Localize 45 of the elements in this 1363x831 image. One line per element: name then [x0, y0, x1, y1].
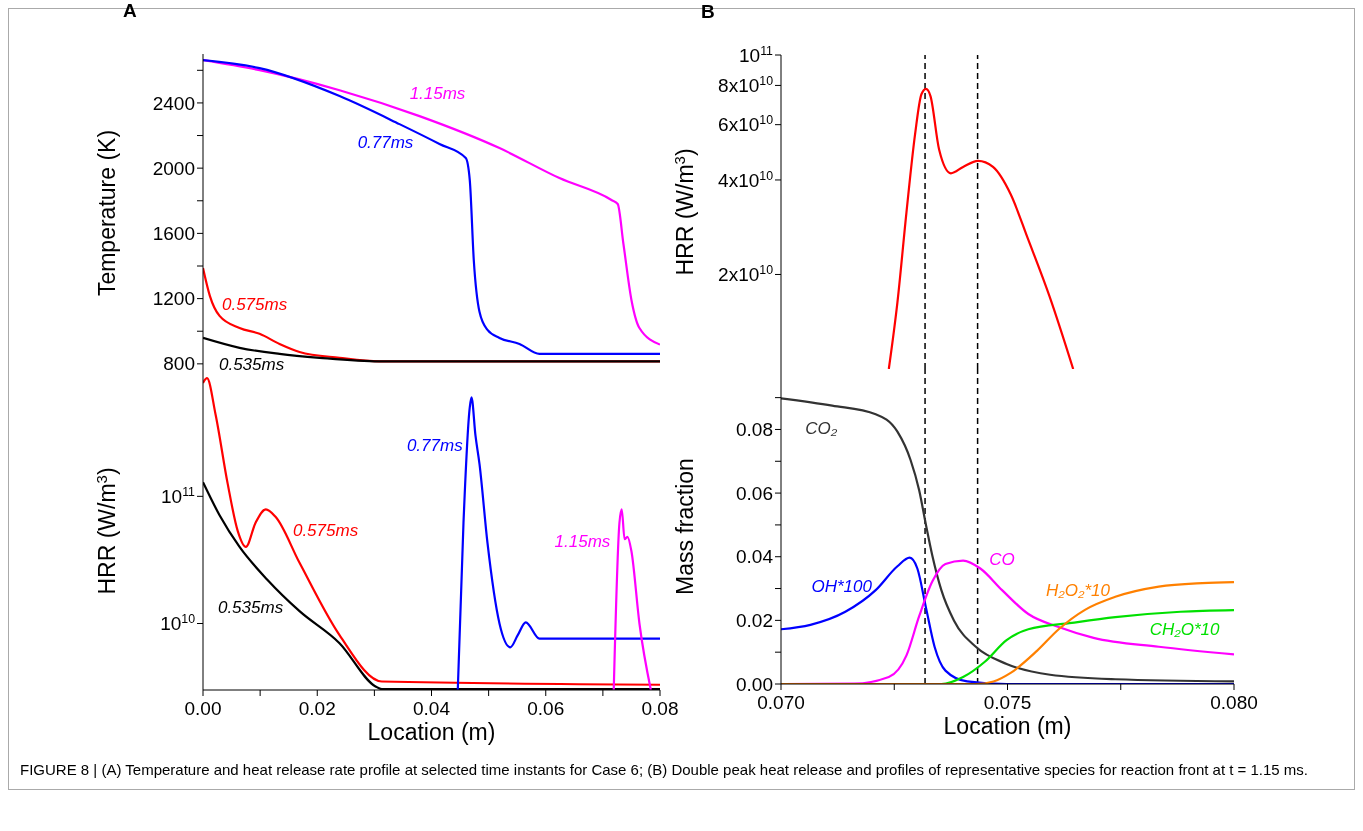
- x-axis-title: Location (m): [943, 713, 1072, 739]
- y-tick-label: 2400: [152, 92, 195, 114]
- x-tick-label: 0.00: [184, 698, 222, 720]
- y-tick-label: 0.08: [736, 419, 773, 441]
- y-tick-label: 0.06: [736, 482, 773, 504]
- series-label: CO: [989, 550, 1015, 570]
- series-label: 0.575ms: [292, 520, 359, 540]
- y-tick-label: 10$^{11}$: [161, 484, 196, 507]
- series-label: 0.535ms: [218, 354, 285, 374]
- y-tick-label: 1200: [152, 288, 195, 310]
- series-label: 1.15ms: [409, 84, 466, 104]
- y-tick-label: 0.00: [736, 673, 773, 695]
- x-tick-label: 0.06: [527, 698, 565, 720]
- y-tick-label: 0.02: [736, 610, 773, 632]
- chart-title: A: [123, 0, 137, 22]
- y-tick-label: 800: [163, 353, 195, 375]
- y-tick-label: 6x10$^{10}$: [718, 113, 774, 136]
- y-tick-label: 10$^{10}$: [160, 612, 196, 635]
- x-tick-label: 0.04: [413, 698, 451, 720]
- chart-title: B: [701, 1, 715, 23]
- series-label: OH*100: [811, 577, 873, 597]
- y-tick-label: 0.04: [736, 546, 774, 568]
- series-label: CH₂O*10: [1149, 619, 1220, 639]
- y-axis-title: Temperature (K): [94, 129, 121, 297]
- x-tick-label: 0.08: [641, 698, 679, 720]
- x-axis-title: Location (m): [367, 719, 496, 745]
- x-tick-label: 0.080: [1210, 692, 1258, 714]
- y-axis-title: Mass fraction: [672, 458, 699, 595]
- y-tick-label: 4x10$^{10}$: [718, 168, 774, 191]
- caption: FIGURE 8 | (A) Temperature and heat release rate profile at selected time instants for Case 6; (B) Double peak heat release and profiles of representative species for reaction front at t = 1.15 ms.: [20, 760, 1310, 780]
- y-tick-label: 10$^{11}$: [739, 43, 774, 66]
- series-label: 0.77ms: [357, 133, 414, 153]
- y-tick-label: 2x10$^{10}$: [718, 263, 774, 286]
- y-tick-label: 1600: [152, 223, 195, 245]
- series-label: H₂O₂*10: [1045, 580, 1111, 600]
- y-tick-label: 2000: [152, 157, 195, 179]
- series-label: 0.77ms: [406, 436, 464, 456]
- y-tick-label: 8x10$^{10}$: [718, 74, 774, 97]
- x-tick-label: 0.070: [757, 692, 805, 714]
- series-label: CO₂: [805, 418, 838, 438]
- series-label: 0.575ms: [221, 294, 288, 314]
- series-label: 1.15ms: [554, 531, 611, 551]
- x-tick-label: 0.02: [298, 698, 336, 720]
- series-label: 0.535ms: [217, 597, 284, 617]
- x-tick-label: 0.075: [983, 692, 1032, 714]
